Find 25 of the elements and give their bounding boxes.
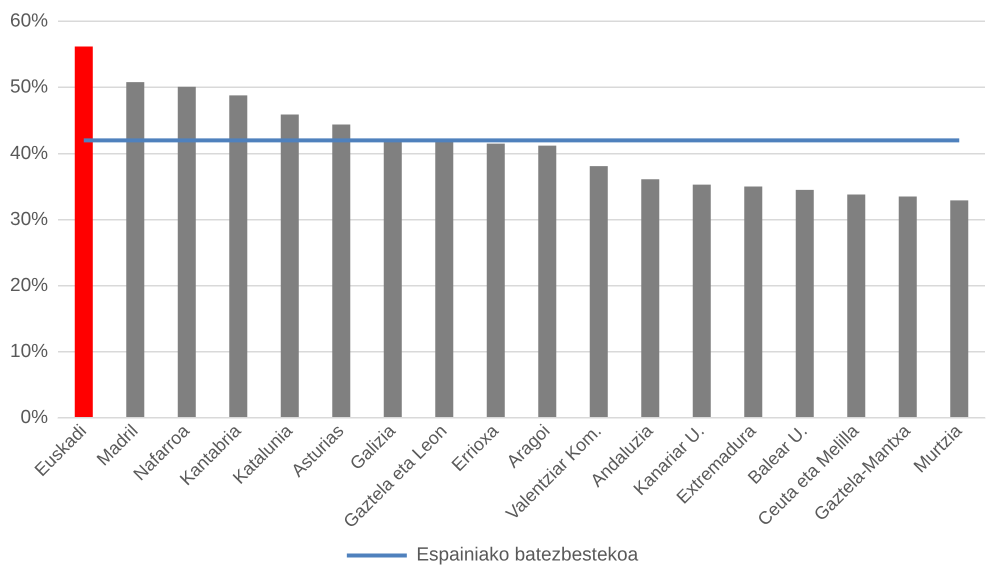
y-tick-label: 60% bbox=[10, 10, 48, 32]
bar bbox=[332, 124, 350, 418]
bar bbox=[950, 200, 968, 418]
bar bbox=[229, 95, 248, 418]
y-tick-label: 10% bbox=[10, 340, 48, 362]
y-tick-label: 30% bbox=[10, 208, 48, 230]
bar bbox=[74, 46, 93, 418]
bar bbox=[280, 114, 299, 418]
bar bbox=[486, 144, 505, 418]
legend-label: Espainiako batezbestekoa bbox=[416, 544, 639, 566]
bar bbox=[898, 196, 917, 418]
bar bbox=[847, 194, 866, 418]
bar bbox=[590, 166, 608, 418]
bar bbox=[435, 140, 454, 418]
bar bbox=[692, 184, 711, 418]
y-tick-label: 50% bbox=[10, 76, 48, 98]
bar bbox=[178, 86, 196, 418]
y-tick-label: 0% bbox=[20, 407, 48, 428]
y-tick-label: 20% bbox=[10, 274, 48, 296]
bar bbox=[126, 82, 144, 418]
bar bbox=[641, 179, 660, 418]
bar bbox=[538, 146, 556, 418]
bar bbox=[744, 186, 762, 418]
bar bbox=[796, 190, 814, 418]
y-tick-label: 40% bbox=[10, 142, 48, 164]
